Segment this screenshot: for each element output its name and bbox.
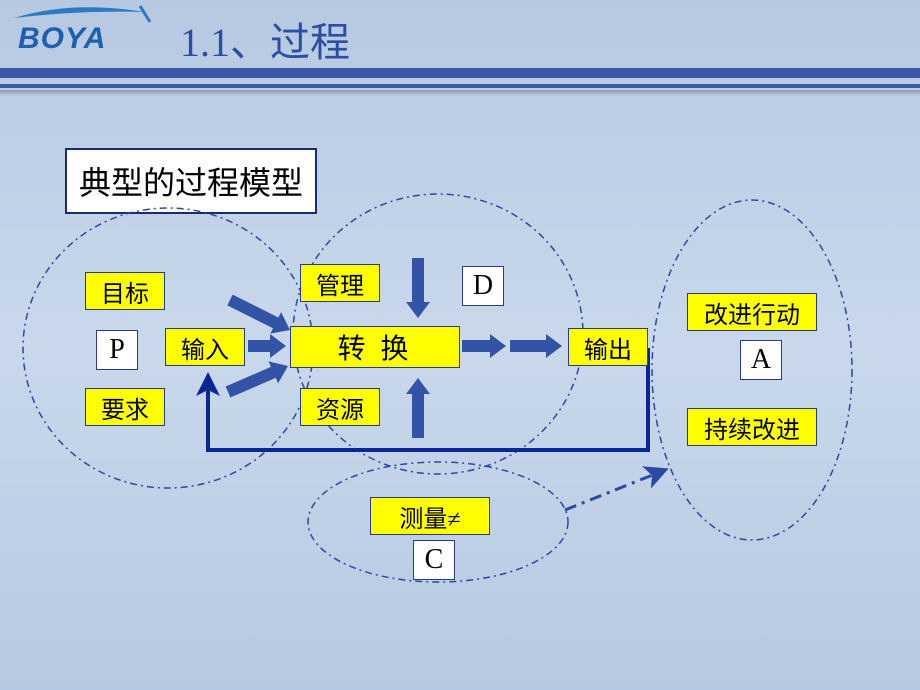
brand-logo: BOYA bbox=[8, 2, 158, 62]
logo-text: BOYA bbox=[18, 22, 106, 56]
box-goal: 目标 bbox=[85, 272, 165, 310]
logo-swoosh-icon bbox=[12, 4, 152, 24]
box-require: 要求 bbox=[85, 388, 165, 426]
box-improve: 改进行动 bbox=[687, 293, 817, 331]
letter-a: A bbox=[740, 340, 782, 380]
box-continuous: 持续改进 bbox=[687, 408, 817, 446]
letter-c: C bbox=[413, 540, 455, 580]
section-title-box: 典型的过程模型 bbox=[65, 148, 317, 214]
box-resource: 资源 bbox=[300, 388, 380, 426]
box-output: 输出 bbox=[568, 328, 648, 366]
box-input: 输入 bbox=[165, 328, 245, 366]
header-shadow bbox=[0, 90, 920, 96]
letter-d: D bbox=[462, 266, 504, 306]
letter-p: P bbox=[96, 330, 138, 370]
diagram-svg bbox=[0, 0, 920, 690]
header-band-top bbox=[0, 68, 920, 78]
box-transform: 转 换 bbox=[290, 326, 460, 368]
box-manage: 管理 bbox=[300, 264, 380, 302]
header-band-thin bbox=[0, 84, 920, 88]
slide-title: 1.1、过程 bbox=[180, 10, 350, 68]
box-measure: 测量≠ bbox=[370, 497, 490, 535]
